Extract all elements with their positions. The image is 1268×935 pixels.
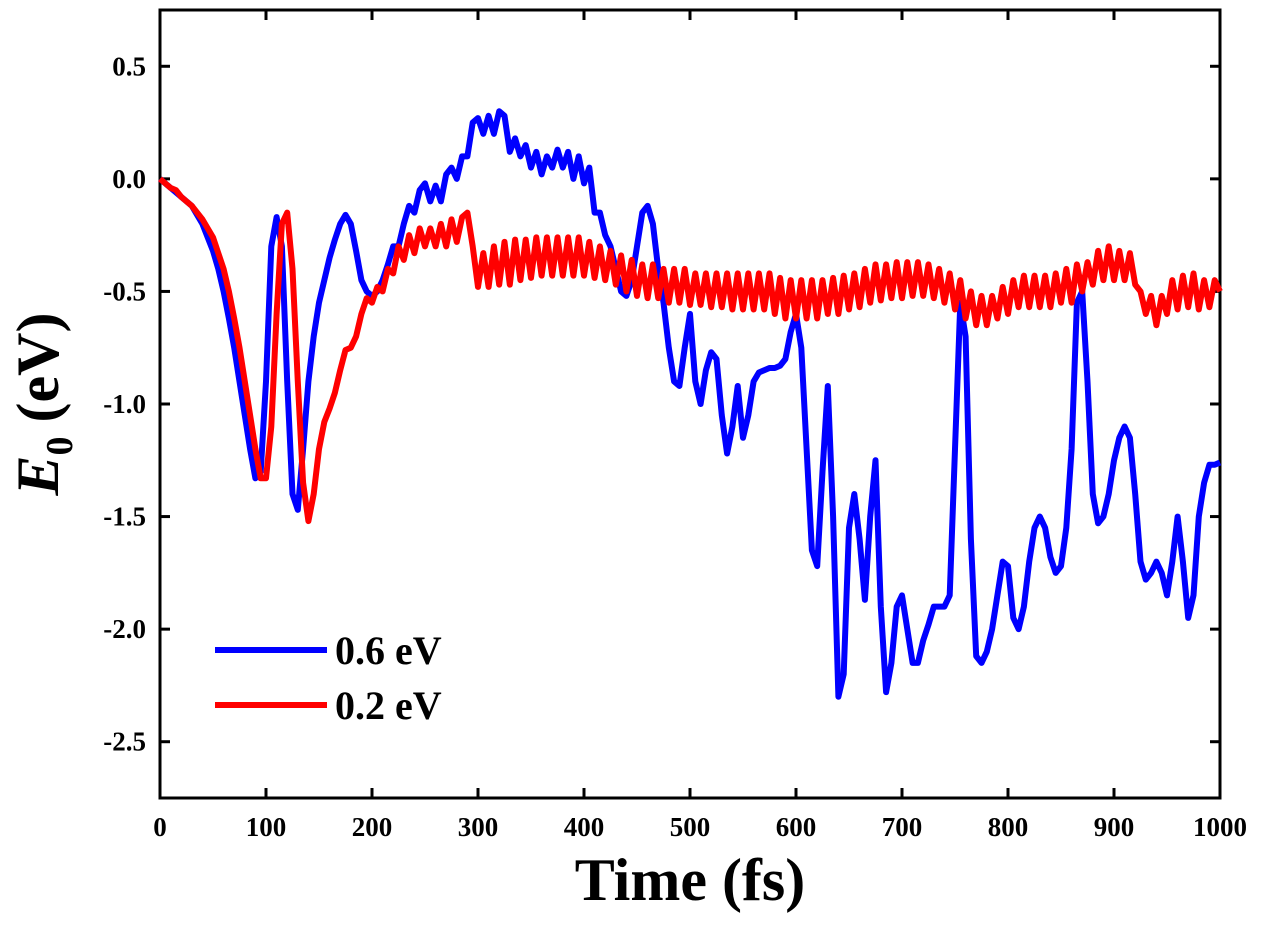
y-label-unit: (eV): [5, 313, 71, 423]
plot-frame: [158, 8, 1222, 800]
x-tick-label: 300: [458, 812, 499, 842]
x-axis-title: Time (fs): [575, 847, 806, 913]
series-line: [158, 108, 1222, 700]
y-tick-label: -1.5: [103, 502, 146, 532]
x-tick-label: 900: [1094, 812, 1135, 842]
y-tick-label: -0.5: [103, 276, 146, 306]
x-tick-label: 800: [988, 812, 1029, 842]
legend-label: 0.6 eV: [335, 628, 442, 673]
x-tick-label: 0: [153, 812, 167, 842]
y-tick-label: -2.5: [103, 727, 146, 757]
y-label-subscript: 0: [39, 436, 81, 455]
x-tick-label: 700: [882, 812, 923, 842]
y-tick-label: 0.0: [112, 164, 146, 194]
x-tick-label: 400: [564, 812, 605, 842]
series-line: [158, 176, 1223, 525]
legend-label: 0.2 eV: [335, 683, 442, 728]
y-axis-title: E0 (eV): [5, 313, 81, 497]
x-tick-label: 1000: [1193, 812, 1247, 842]
y-tick-label: -2.0: [103, 614, 146, 644]
x-tick-label: 500: [670, 812, 711, 842]
x-tick-label: 600: [776, 812, 817, 842]
x-tick-label: 100: [246, 812, 287, 842]
y-tick-label: 0.5: [112, 51, 146, 81]
y-label-symbol: E: [5, 455, 71, 496]
x-tick-label: 200: [352, 812, 393, 842]
y-tick-label: -1.0: [103, 389, 146, 419]
